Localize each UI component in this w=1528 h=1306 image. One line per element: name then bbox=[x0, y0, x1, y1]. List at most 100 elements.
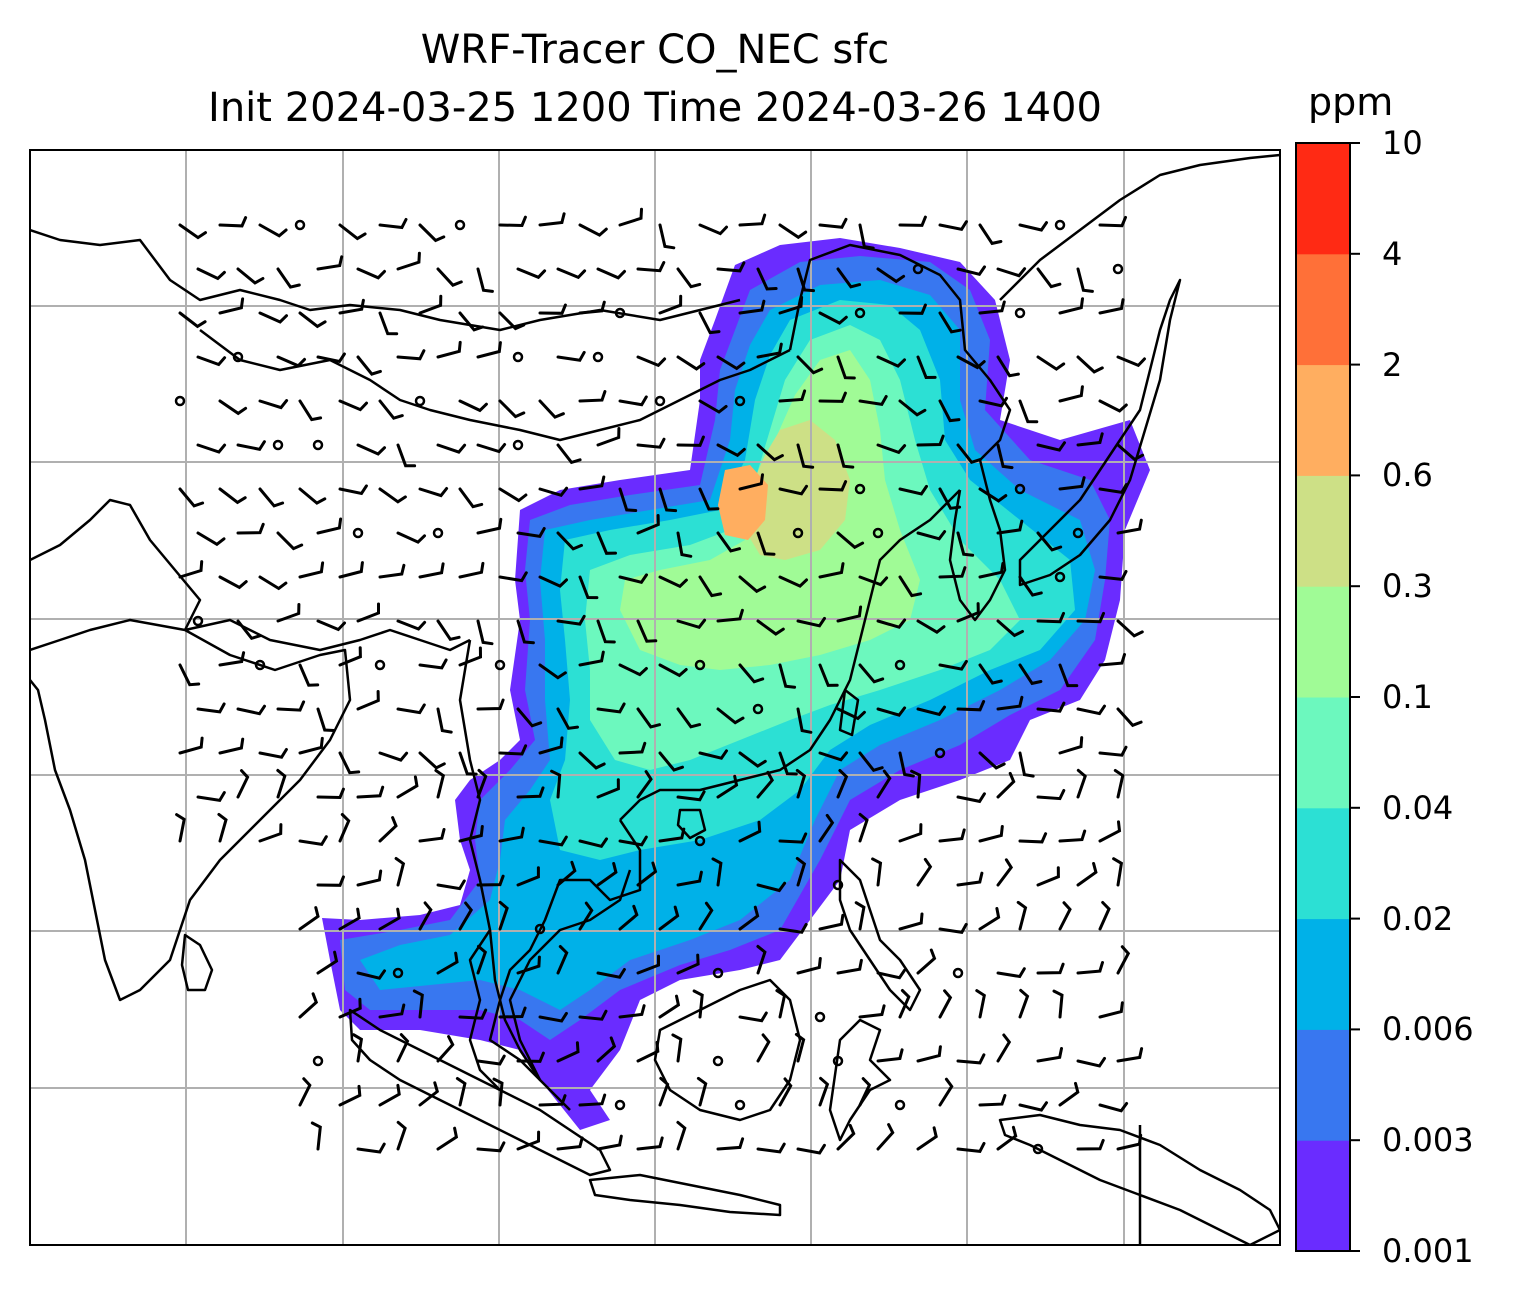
wind-barb bbox=[676, 790, 706, 802]
wind-barb bbox=[978, 561, 1005, 579]
wind-barb bbox=[578, 223, 608, 237]
wind-barb bbox=[818, 1076, 830, 1107]
wind-barb bbox=[1116, 619, 1144, 638]
wind-barb bbox=[458, 825, 484, 843]
wind-barb bbox=[938, 659, 968, 671]
wind-barb bbox=[218, 575, 248, 590]
wind-barb bbox=[1036, 866, 1060, 887]
wind-barb bbox=[556, 945, 569, 975]
wind-barb bbox=[1098, 399, 1128, 413]
wind-barb bbox=[578, 751, 606, 770]
wind-barb bbox=[1098, 820, 1122, 843]
wind-barb bbox=[276, 603, 301, 623]
colorbar-tick-label: 0.02 bbox=[1382, 899, 1454, 938]
wind-barb bbox=[698, 399, 728, 414]
wind-barb bbox=[916, 619, 946, 635]
wind-barb bbox=[396, 443, 417, 468]
wind-barb bbox=[1058, 385, 1084, 403]
wind-barb bbox=[1018, 399, 1039, 424]
wind-barb bbox=[538, 1094, 567, 1107]
calm-wind-marker bbox=[232, 351, 244, 363]
wind-barb bbox=[436, 1126, 459, 1151]
wind-barb bbox=[578, 300, 606, 315]
wind-barb bbox=[1036, 531, 1063, 552]
calm-wind-marker bbox=[952, 967, 964, 979]
wind-barb bbox=[698, 311, 721, 335]
wind-barb bbox=[316, 875, 345, 887]
wind-barb bbox=[338, 298, 365, 315]
wind-barb bbox=[1018, 988, 1030, 1019]
calm-wind-marker bbox=[1032, 1143, 1044, 1155]
wind-barbs bbox=[174, 207, 1146, 1155]
wind-barb bbox=[956, 1053, 986, 1065]
wind-barb bbox=[378, 751, 409, 762]
wind-barb bbox=[258, 748, 288, 759]
wind-barb bbox=[716, 608, 744, 623]
wind-barb bbox=[578, 1093, 607, 1107]
wind-barb bbox=[738, 751, 767, 768]
coastline-china-east bbox=[619, 489, 961, 821]
wind-barb bbox=[836, 355, 856, 380]
wind-barb bbox=[636, 261, 666, 273]
wind-barb bbox=[556, 614, 586, 626]
wind-barb bbox=[618, 741, 647, 755]
wind-barb bbox=[316, 619, 346, 632]
wind-barb bbox=[796, 355, 824, 375]
border-south-asia bbox=[30, 498, 202, 631]
coastline-malay-peninsula bbox=[488, 929, 571, 1111]
colorbar-segment bbox=[1296, 586, 1350, 698]
wind-barb bbox=[738, 473, 764, 491]
wind-barb bbox=[356, 785, 385, 799]
wind-barb bbox=[1076, 611, 1105, 624]
wind-barb bbox=[458, 751, 478, 776]
wind-barb bbox=[756, 770, 775, 799]
wind-barb bbox=[1098, 298, 1125, 315]
wind-barb bbox=[996, 967, 1026, 979]
wind-barb bbox=[538, 663, 567, 680]
wind-barb bbox=[1036, 611, 1065, 624]
wind-barb bbox=[658, 487, 678, 513]
calm-wind-marker bbox=[832, 879, 844, 891]
wind-barb bbox=[218, 399, 248, 416]
wind-barb bbox=[596, 1036, 617, 1063]
calm-wind-marker bbox=[614, 1099, 626, 1111]
wind-barb bbox=[356, 1142, 386, 1154]
wind-barb bbox=[618, 663, 648, 677]
wind-barb bbox=[636, 514, 660, 535]
wind-barb bbox=[996, 1125, 1018, 1151]
wind-barb bbox=[436, 879, 466, 891]
wind-barb bbox=[498, 399, 526, 419]
wind-barb bbox=[310, 1121, 322, 1151]
wind-barb bbox=[455, 1077, 467, 1107]
wind-barb bbox=[1018, 663, 1043, 686]
coastline-myanmar bbox=[458, 639, 501, 1091]
wind-barb bbox=[1098, 745, 1128, 757]
wind-barb bbox=[498, 900, 509, 931]
calm-wind-marker bbox=[414, 395, 426, 407]
wind-barb bbox=[556, 443, 582, 465]
wind-barb bbox=[796, 957, 822, 975]
calm-wind-marker bbox=[494, 659, 506, 671]
wind-barb bbox=[538, 212, 566, 227]
colorbar-tick-label: 0.001 bbox=[1382, 1232, 1474, 1270]
wind-barb bbox=[1076, 432, 1104, 447]
wind-barb bbox=[636, 619, 658, 643]
wind-barb bbox=[778, 922, 808, 934]
wind-barb bbox=[596, 267, 626, 280]
wind-barb bbox=[258, 399, 289, 410]
calm-wind-marker bbox=[712, 967, 724, 979]
wind-barb bbox=[316, 352, 346, 364]
wind-barb bbox=[938, 311, 962, 334]
wind-barb bbox=[1076, 768, 1087, 799]
wind-barb bbox=[596, 1134, 623, 1151]
wind-barb bbox=[498, 571, 528, 583]
wind-barb bbox=[538, 1011, 568, 1023]
wind-barb bbox=[492, 1077, 504, 1107]
wind-barb bbox=[458, 311, 485, 332]
wind-barb bbox=[298, 663, 320, 687]
wind-barb bbox=[916, 948, 937, 975]
wind-barb bbox=[1116, 1133, 1143, 1151]
wind-barb bbox=[738, 663, 765, 684]
wind-barb bbox=[978, 663, 1003, 685]
wind-barb bbox=[556, 860, 577, 887]
